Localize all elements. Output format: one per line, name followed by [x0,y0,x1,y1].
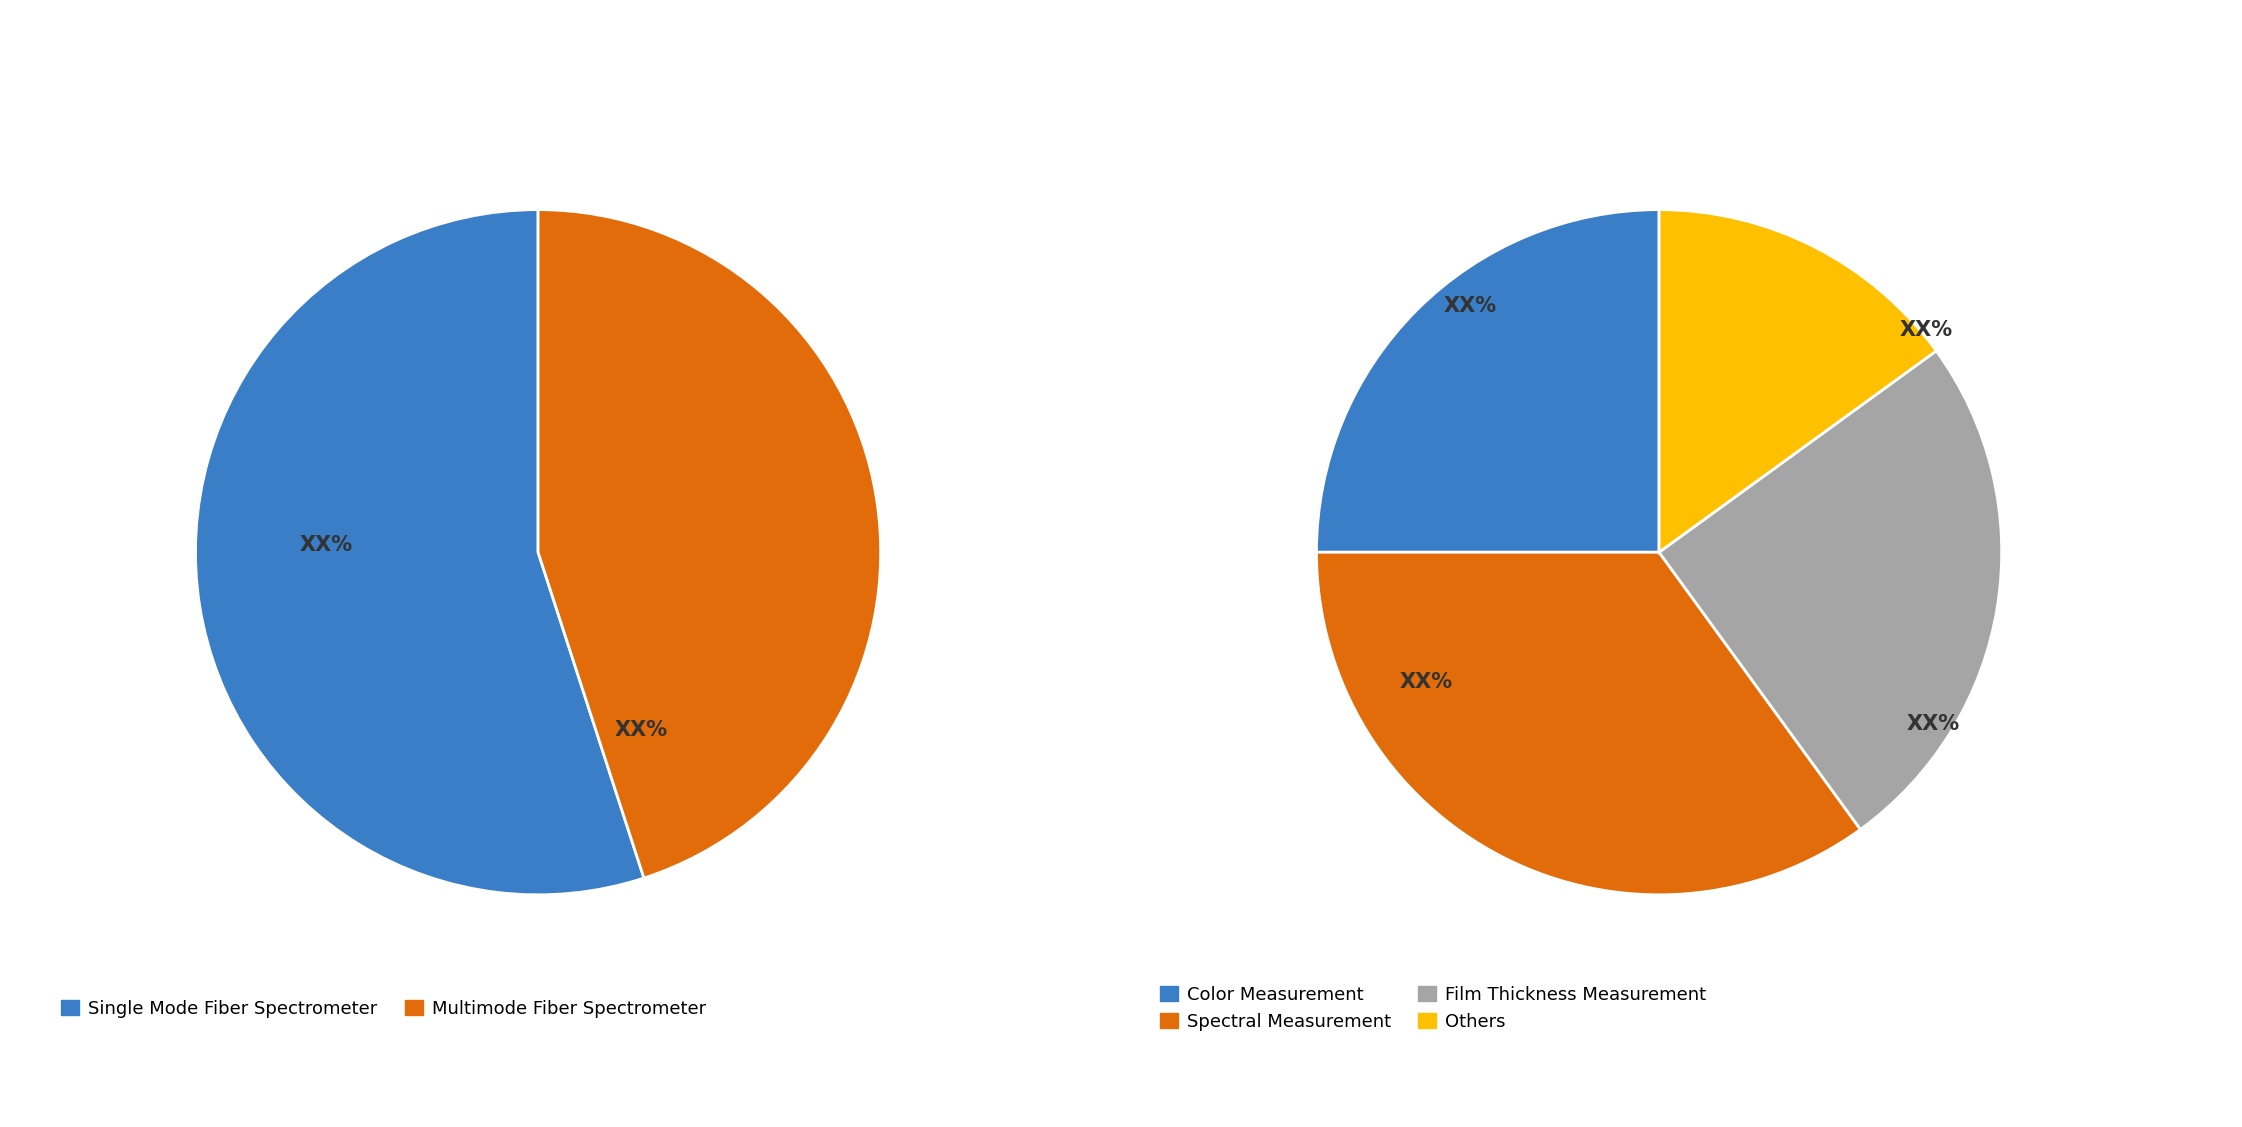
Text: Email: sales@theindustrystats.com: Email: sales@theindustrystats.com [957,1082,1285,1099]
Legend: Color Measurement, Spectral Measurement, Film Thickness Measurement, Others: Color Measurement, Spectral Measurement,… [1152,979,1713,1038]
Wedge shape [1316,552,1861,895]
Text: XX%: XX% [1399,673,1453,692]
Legend: Single Mode Fiber Spectrometer, Multimode Fiber Spectrometer: Single Mode Fiber Spectrometer, Multimod… [54,993,713,1024]
Wedge shape [1659,350,2002,829]
Wedge shape [195,210,643,895]
Text: XX%: XX% [298,535,352,556]
Wedge shape [1659,210,1937,552]
Text: XX%: XX% [614,720,668,740]
Text: Fig. Global Infrared Band Fiber Optical Spectrometer Market Share by Product Typ: Fig. Global Infrared Band Fiber Optical … [27,41,1500,66]
Wedge shape [538,210,881,878]
Text: XX%: XX% [1906,713,1960,734]
Text: Website: www.theindustrystats.com: Website: www.theindustrystats.com [1856,1082,2197,1099]
Text: XX%: XX% [1899,320,1953,339]
Wedge shape [1316,210,1659,552]
Text: Source: Theindustrystats Analysis: Source: Theindustrystats Analysis [45,1082,365,1099]
Text: XX%: XX% [1444,295,1498,316]
